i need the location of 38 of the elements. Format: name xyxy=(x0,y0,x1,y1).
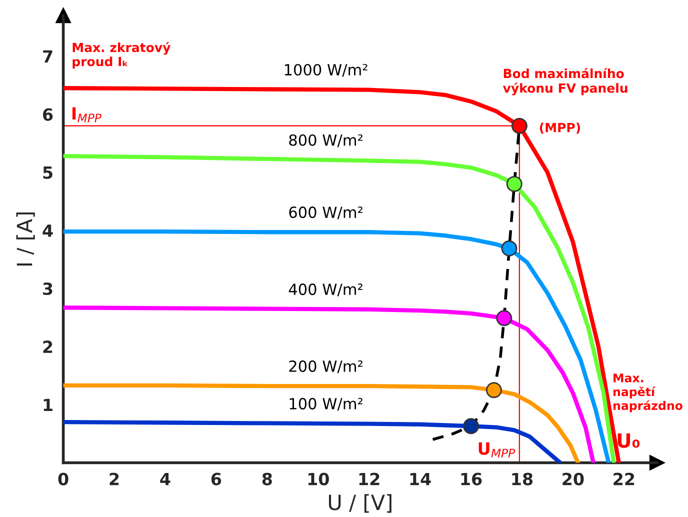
y-tick-label: 7 xyxy=(43,50,52,62)
y-tick-label: 3 xyxy=(43,282,52,296)
series-label: 600 W/m² xyxy=(289,206,362,220)
x-tick-label: 12 xyxy=(359,472,380,486)
ref-line-label: U$_{MPP}$ xyxy=(478,442,516,458)
x-tick-label: 14 xyxy=(410,472,431,486)
ref-line-label: I$_{MPP}$ xyxy=(72,107,102,122)
y-axis-title: I / [A] xyxy=(16,212,35,266)
x-tick-label: 20 xyxy=(562,472,584,486)
series-label: 400 W/m² xyxy=(288,284,362,296)
y-tick-label: 2 xyxy=(43,340,52,353)
x-axis-title: U / [V] xyxy=(328,494,392,513)
series-label: 200 W/m² xyxy=(289,360,362,374)
annotation: Max. napětí naprázdno xyxy=(614,374,682,412)
line-series xyxy=(63,306,596,463)
line-series xyxy=(63,383,580,463)
series-label: 100 W/m² xyxy=(290,398,362,411)
y-tick-label: 6 xyxy=(43,108,53,121)
y-tick-label: 5 xyxy=(43,166,52,179)
line-series xyxy=(63,420,562,463)
annotation: Bod maximálního výkonu FV panelu xyxy=(502,68,628,96)
y-tick-label: 1 xyxy=(44,398,52,411)
x-tick-label: 8 xyxy=(262,472,272,486)
y-tick-label: 4 xyxy=(42,224,53,237)
x-tick-label: 16 xyxy=(461,472,482,486)
annotation: Max. zkratový proud Iₖ xyxy=(72,42,170,69)
x-tick-label: 0 xyxy=(58,472,68,486)
series-label: 800 W/m² xyxy=(289,134,362,148)
annotation: U₀ xyxy=(618,433,640,448)
x-tick-label: 6 xyxy=(211,472,222,486)
annotation: (MPP) xyxy=(540,122,580,134)
x-tick-label: 2 xyxy=(110,472,119,486)
x-tick-label: 22 xyxy=(614,472,634,486)
x-tick-label: 4 xyxy=(160,472,170,486)
series-label: 1000 W/m² xyxy=(284,64,368,77)
x-tick-label: 10 xyxy=(308,472,329,486)
line-series xyxy=(63,229,611,463)
x-tick-label: 18 xyxy=(512,472,533,486)
